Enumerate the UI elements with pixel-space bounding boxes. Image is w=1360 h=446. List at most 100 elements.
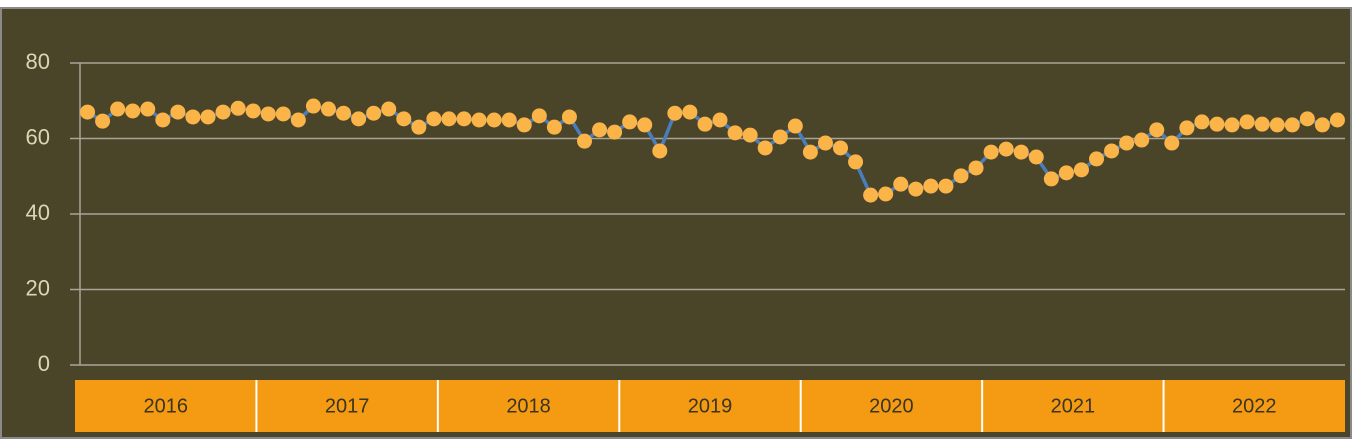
- data-point: [1179, 120, 1195, 136]
- x-group-label: 2016: [143, 395, 188, 417]
- data-point: [682, 104, 698, 120]
- data-point: [938, 178, 954, 194]
- data-point: [516, 117, 532, 133]
- data-point: [1013, 144, 1029, 160]
- data-point: [592, 122, 608, 138]
- data-point: [1119, 135, 1135, 151]
- data-point: [637, 117, 653, 133]
- data-point: [411, 119, 427, 135]
- data-point: [441, 111, 457, 127]
- x-group-label: 2018: [506, 395, 551, 417]
- data-point: [757, 140, 773, 156]
- data-point: [893, 176, 909, 192]
- data-point: [501, 112, 517, 128]
- data-point: [531, 108, 547, 124]
- data-point: [652, 143, 668, 159]
- data-point: [80, 104, 96, 120]
- data-point: [351, 111, 367, 127]
- data-point: [998, 141, 1014, 157]
- data-point: [727, 125, 743, 141]
- data-point: [215, 104, 231, 120]
- data-point: [1089, 151, 1105, 167]
- data-point: [275, 106, 291, 122]
- data-point: [1299, 111, 1315, 127]
- data-point: [200, 109, 216, 125]
- data-point: [1239, 114, 1255, 130]
- data-point: [712, 112, 728, 128]
- data-point: [381, 101, 397, 117]
- data-point: [1149, 122, 1165, 138]
- x-group-label: 2017: [325, 395, 370, 417]
- data-point: [742, 127, 758, 143]
- data-point: [622, 114, 638, 130]
- data-point: [1314, 117, 1330, 133]
- data-point: [576, 133, 592, 149]
- data-point: [125, 103, 141, 119]
- x-group-label: 2022: [1232, 395, 1277, 417]
- data-point: [772, 129, 788, 145]
- data-point: [486, 112, 502, 128]
- data-point: [185, 109, 201, 125]
- data-point: [366, 105, 382, 121]
- data-point: [426, 111, 442, 127]
- data-point: [848, 154, 864, 170]
- data-point: [170, 104, 186, 120]
- x-group-label: 2019: [688, 395, 733, 417]
- plot: [80, 98, 1345, 203]
- data-point: [561, 109, 577, 125]
- data-point: [697, 116, 713, 132]
- data-point: [833, 140, 849, 156]
- data-point: [471, 112, 487, 128]
- data-point: [878, 186, 894, 202]
- data-point: [1224, 117, 1240, 133]
- data-point: [908, 181, 924, 197]
- data-point: [817, 135, 833, 151]
- data-point: [1164, 135, 1180, 151]
- data-point: [456, 111, 472, 127]
- data-point: [336, 105, 352, 121]
- y-tick-label: 80: [26, 49, 50, 74]
- data-point: [953, 168, 969, 184]
- data-point: [1073, 162, 1089, 178]
- data-point: [155, 112, 171, 128]
- year-band-bg: [75, 380, 1345, 432]
- data-point: [787, 118, 803, 134]
- chart-background: [0, 7, 1352, 439]
- data-point: [110, 101, 126, 117]
- y-tick-label: 40: [26, 200, 50, 225]
- data-point: [1134, 132, 1150, 148]
- grid: 0 20 40 60 80: [26, 49, 1345, 376]
- data-point: [863, 187, 879, 203]
- data-point: [546, 119, 562, 135]
- data-point: [1194, 114, 1210, 130]
- data-point: [1028, 149, 1044, 165]
- x-group-label: 2021: [1051, 395, 1096, 417]
- data-point: [305, 98, 321, 114]
- data-point: [923, 178, 939, 194]
- data-point: [320, 101, 336, 117]
- data-point: [230, 100, 246, 116]
- data-point: [140, 101, 156, 117]
- y-tick-label: 0: [38, 351, 50, 376]
- x-group-label: 2020: [869, 395, 914, 417]
- y-tick-label: 20: [26, 275, 50, 300]
- data-point: [290, 112, 306, 128]
- data-point: [1269, 117, 1285, 133]
- data-point: [802, 144, 818, 160]
- data-point: [1209, 116, 1225, 132]
- data-point: [968, 160, 984, 176]
- data-point: [1058, 165, 1074, 181]
- data-point: [667, 105, 683, 121]
- data-point: [607, 124, 623, 140]
- data-point: [1104, 143, 1120, 159]
- year-band: 2016 2017 2018 2019 2020 2021 2022: [75, 380, 1345, 432]
- data-point: [1254, 116, 1270, 132]
- y-tick-label: 60: [26, 124, 50, 149]
- data-point: [1284, 117, 1300, 133]
- data-point: [396, 111, 412, 127]
- data-point: [1043, 171, 1059, 187]
- data-point: [983, 144, 999, 160]
- data-point: [95, 113, 111, 129]
- data-point: [260, 106, 276, 122]
